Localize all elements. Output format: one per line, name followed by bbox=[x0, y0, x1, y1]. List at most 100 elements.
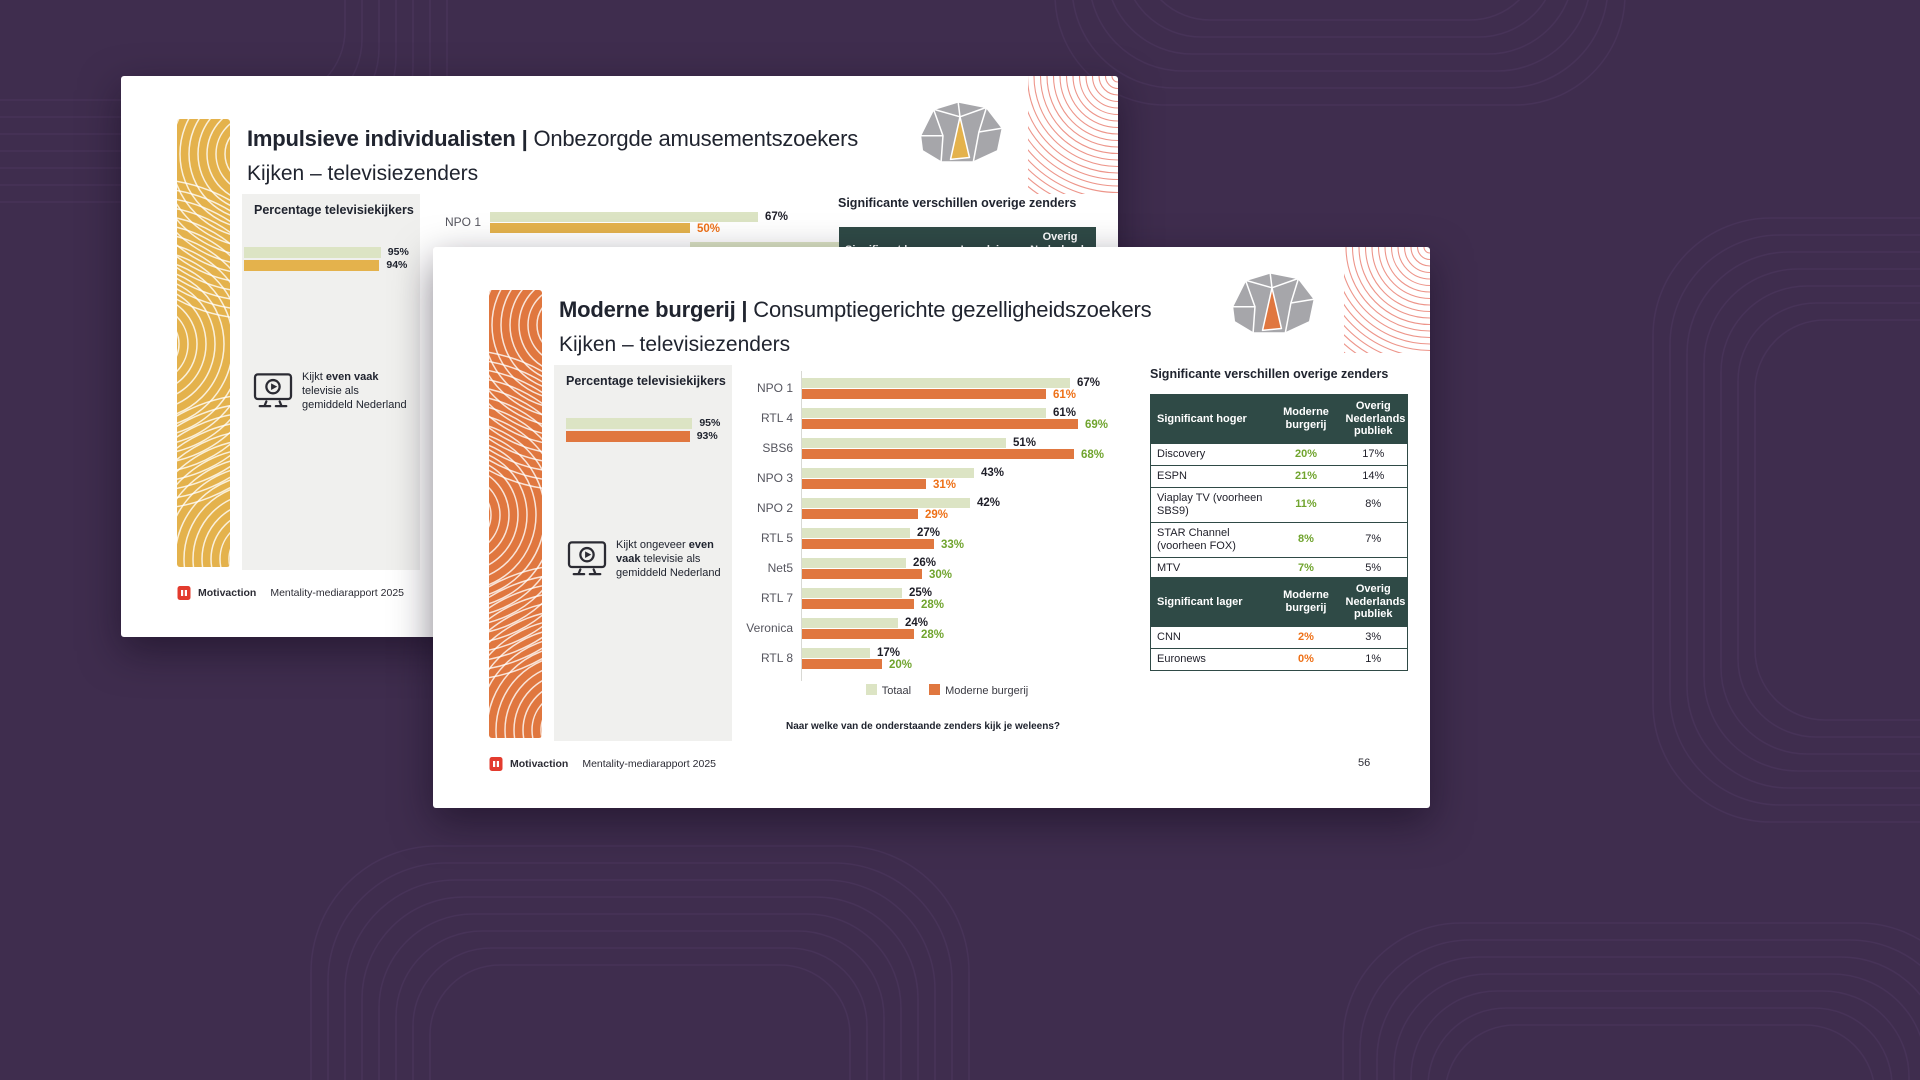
totaal-bar bbox=[802, 498, 970, 508]
panel-title: Percentage televisiekijkers bbox=[254, 203, 414, 217]
footer-brand: Motivaction bbox=[198, 587, 257, 599]
table-value: 5% bbox=[1339, 556, 1408, 579]
totaal-value: 61% bbox=[1053, 407, 1077, 419]
deco-bar-orange bbox=[489, 290, 542, 738]
channel-label: Net5 bbox=[767, 561, 793, 575]
channel-label: RTL 4 bbox=[760, 411, 793, 425]
legend-swatch-totaal bbox=[865, 684, 877, 695]
table-value: 11% bbox=[1272, 486, 1340, 522]
deco-bar-yellow bbox=[177, 119, 230, 567]
group-value: 31% bbox=[933, 479, 957, 491]
slide-footer: Motivaction Mentality-mediarapport 2025 bbox=[489, 756, 716, 772]
channel-name: MTV bbox=[1150, 556, 1273, 579]
page-subtitle: Kijken – televisiezenders bbox=[559, 333, 791, 356]
viewing-note-text: Kijkt ongeveer even vaak televisie als g… bbox=[616, 539, 721, 579]
channel-label: NPO 3 bbox=[756, 471, 793, 485]
table-value: 21% bbox=[1272, 464, 1340, 487]
viewing-note: Kijkt even vaak televisie als gemiddeld … bbox=[252, 370, 412, 412]
totaal-value: 26% bbox=[913, 557, 937, 569]
totaal-value: 51% bbox=[1013, 437, 1037, 449]
table-row: CNN 2% 3% bbox=[1150, 625, 1408, 648]
table-row: Euronews 0% 1% bbox=[1150, 647, 1408, 670]
slide-title-block: Moderne burgerij | Consumptiegerichte ge… bbox=[559, 297, 1152, 357]
channel-name: Euronews bbox=[1150, 647, 1273, 670]
motivaction-logo bbox=[489, 757, 503, 771]
table-row: Discovery 20% 17% bbox=[1150, 442, 1408, 465]
significance-section: Significante verschillen overige zenders… bbox=[1150, 367, 1408, 671]
group-value: 50% bbox=[697, 223, 721, 235]
rock-logo-orange bbox=[1231, 271, 1316, 335]
totaal-value: 43% bbox=[981, 467, 1005, 479]
slide-footer: Motivaction Mentality-mediarapport 2025 bbox=[177, 585, 404, 601]
mini-bar-chart: 95% 93% bbox=[554, 365, 732, 741]
table-value: 7% bbox=[1339, 521, 1408, 557]
table-value: 0% bbox=[1272, 647, 1340, 670]
percentage-value: 95% bbox=[699, 417, 721, 429]
motivaction-logo bbox=[177, 586, 191, 600]
table-value: 8% bbox=[1339, 486, 1408, 522]
tv-icon bbox=[253, 373, 293, 408]
significance-section: Significante verschillen overige zenders bbox=[838, 196, 1095, 210]
channel-label: RTL 8 bbox=[760, 651, 793, 665]
totaal-value: 17% bbox=[877, 647, 901, 659]
table-row: ESPN 21% 14% bbox=[1150, 464, 1408, 487]
group-value: 30% bbox=[929, 569, 953, 581]
table-value: 20% bbox=[1272, 442, 1340, 465]
percentage-panel: Percentage televisiekijkers 95% 94% Kijkt… bbox=[242, 194, 420, 570]
totaal-value: 27% bbox=[917, 527, 941, 539]
slide-moderne-burgerij: Moderne burgerij | Consumptiegerichte ge… bbox=[433, 247, 1430, 808]
tv-channels-chart: Totaal Moderne burgerij Naar welke van d… bbox=[633, 371, 1153, 743]
viewing-note-text: Kijkt even vaak televisie als gemiddeld … bbox=[302, 371, 407, 411]
table-value: 14% bbox=[1339, 464, 1408, 487]
percentage-panel: Percentage televisiekijkers 95% 93% Kijkt… bbox=[554, 365, 732, 741]
totaal-bar bbox=[802, 438, 1006, 448]
legend-swatch-group bbox=[929, 684, 941, 695]
percentage-bar bbox=[244, 247, 381, 258]
totaal-bar bbox=[802, 588, 902, 598]
group-value: 69% bbox=[1085, 419, 1109, 431]
group-value: 28% bbox=[921, 629, 945, 641]
channel-label: NPO 2 bbox=[756, 501, 793, 515]
totaal-bar bbox=[802, 528, 910, 538]
totaal-value: 67% bbox=[765, 211, 789, 223]
percentage-value: 95% bbox=[387, 246, 409, 258]
table-header-cell: Moderne burgerij bbox=[1272, 577, 1340, 626]
group-bar bbox=[802, 539, 934, 549]
page-title: Impulsieve individualisten | Onbezorgde … bbox=[247, 126, 858, 152]
group-bar bbox=[802, 629, 914, 639]
totaal-value: 42% bbox=[977, 497, 1001, 509]
channel-name: STAR Channel (voorheen FOX) bbox=[1150, 521, 1273, 557]
table-row: MTV 7% 5% bbox=[1150, 556, 1408, 579]
chart-axis bbox=[801, 371, 802, 681]
group-bar bbox=[802, 659, 882, 669]
footer-report: Mentality-mediarapport 2025 bbox=[270, 587, 404, 599]
table-value: 7% bbox=[1272, 556, 1340, 579]
coral-corner-pattern bbox=[1028, 76, 1118, 194]
totaal-value: 67% bbox=[1077, 377, 1101, 389]
group-value: 61% bbox=[1053, 389, 1077, 401]
group-bar bbox=[490, 223, 690, 233]
table-row: STAR Channel (voorheen FOX) 8% 7% bbox=[1150, 521, 1408, 557]
page-title: Moderne burgerij | Consumptiegerichte ge… bbox=[559, 297, 1152, 323]
significant-hoger-table: Significant hoger Moderne burgerij Overig … bbox=[1150, 394, 1408, 580]
significant-lager-table: Significant lager Moderne burgerij Overig … bbox=[1150, 577, 1408, 671]
channel-label: RTL 7 bbox=[760, 591, 793, 605]
group-value: 28% bbox=[921, 599, 945, 611]
chart-legend: Totaal Moderne burgerij bbox=[802, 684, 1092, 697]
totaal-bar bbox=[490, 212, 758, 222]
table-value: 3% bbox=[1339, 625, 1408, 648]
group-bar bbox=[802, 509, 918, 519]
table-header-cell: Significant lager bbox=[1150, 577, 1273, 626]
viewing-note: Kijkt ongeveer even vaak televisie als g… bbox=[566, 538, 726, 580]
table-header-row: Significant hoger Moderne burgerij Overig … bbox=[1150, 394, 1408, 443]
channel-name: CNN bbox=[1150, 625, 1273, 648]
page-subtitle: Kijken – televisiezenders bbox=[247, 162, 479, 185]
title-segment-regular: Onbezorgde amusementszoekers bbox=[527, 126, 859, 151]
title-segment-bold: Moderne burgerij | bbox=[559, 297, 748, 322]
totaal-value: 25% bbox=[909, 587, 933, 599]
significance-title: Significante verschillen overige zenders bbox=[838, 196, 1077, 210]
percentage-value: 94% bbox=[386, 259, 408, 271]
channel-label: Veronica bbox=[746, 621, 793, 635]
table-value: 1% bbox=[1339, 647, 1408, 670]
